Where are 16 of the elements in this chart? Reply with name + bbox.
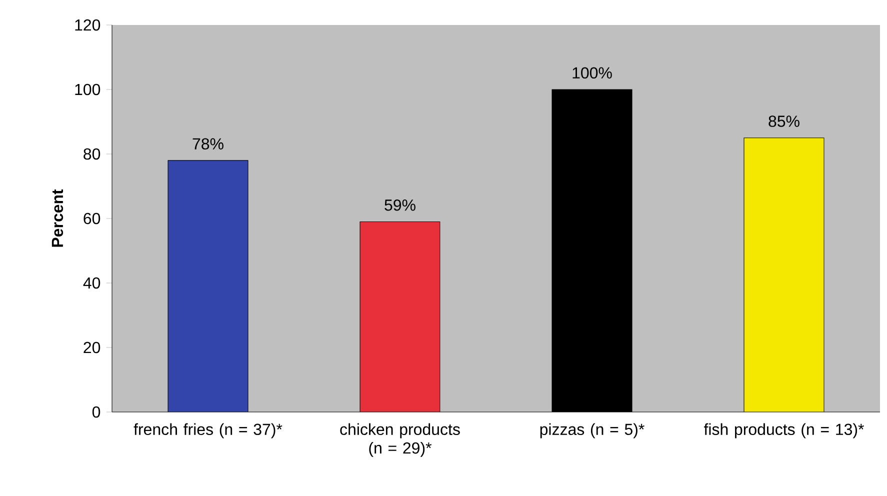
x-tick-label: pizzas (n = 5)* bbox=[540, 423, 644, 438]
y-tick-label: 0 bbox=[92, 406, 100, 418]
data-label: 85% bbox=[768, 116, 800, 127]
y-tick-label: 60 bbox=[84, 212, 100, 224]
data-label: 78% bbox=[192, 138, 224, 150]
y-axis-title: Percent bbox=[52, 189, 64, 247]
y-tick-label: 40 bbox=[83, 277, 100, 289]
y-tick-label: 120 bbox=[75, 19, 100, 31]
y-tick-label: 100 bbox=[75, 84, 100, 96]
y-tick-label: 80 bbox=[84, 148, 100, 160]
y-tick-label: 20 bbox=[84, 342, 100, 354]
x-tick-label: fish products (n = 13)* bbox=[704, 423, 864, 438]
x-tick-label: chicken products (n = 29)* bbox=[340, 423, 460, 457]
data-label: 100% bbox=[572, 67, 612, 79]
x-tick-label: french fries (n = 37)* bbox=[134, 423, 282, 438]
data-label: 59% bbox=[384, 199, 416, 211]
